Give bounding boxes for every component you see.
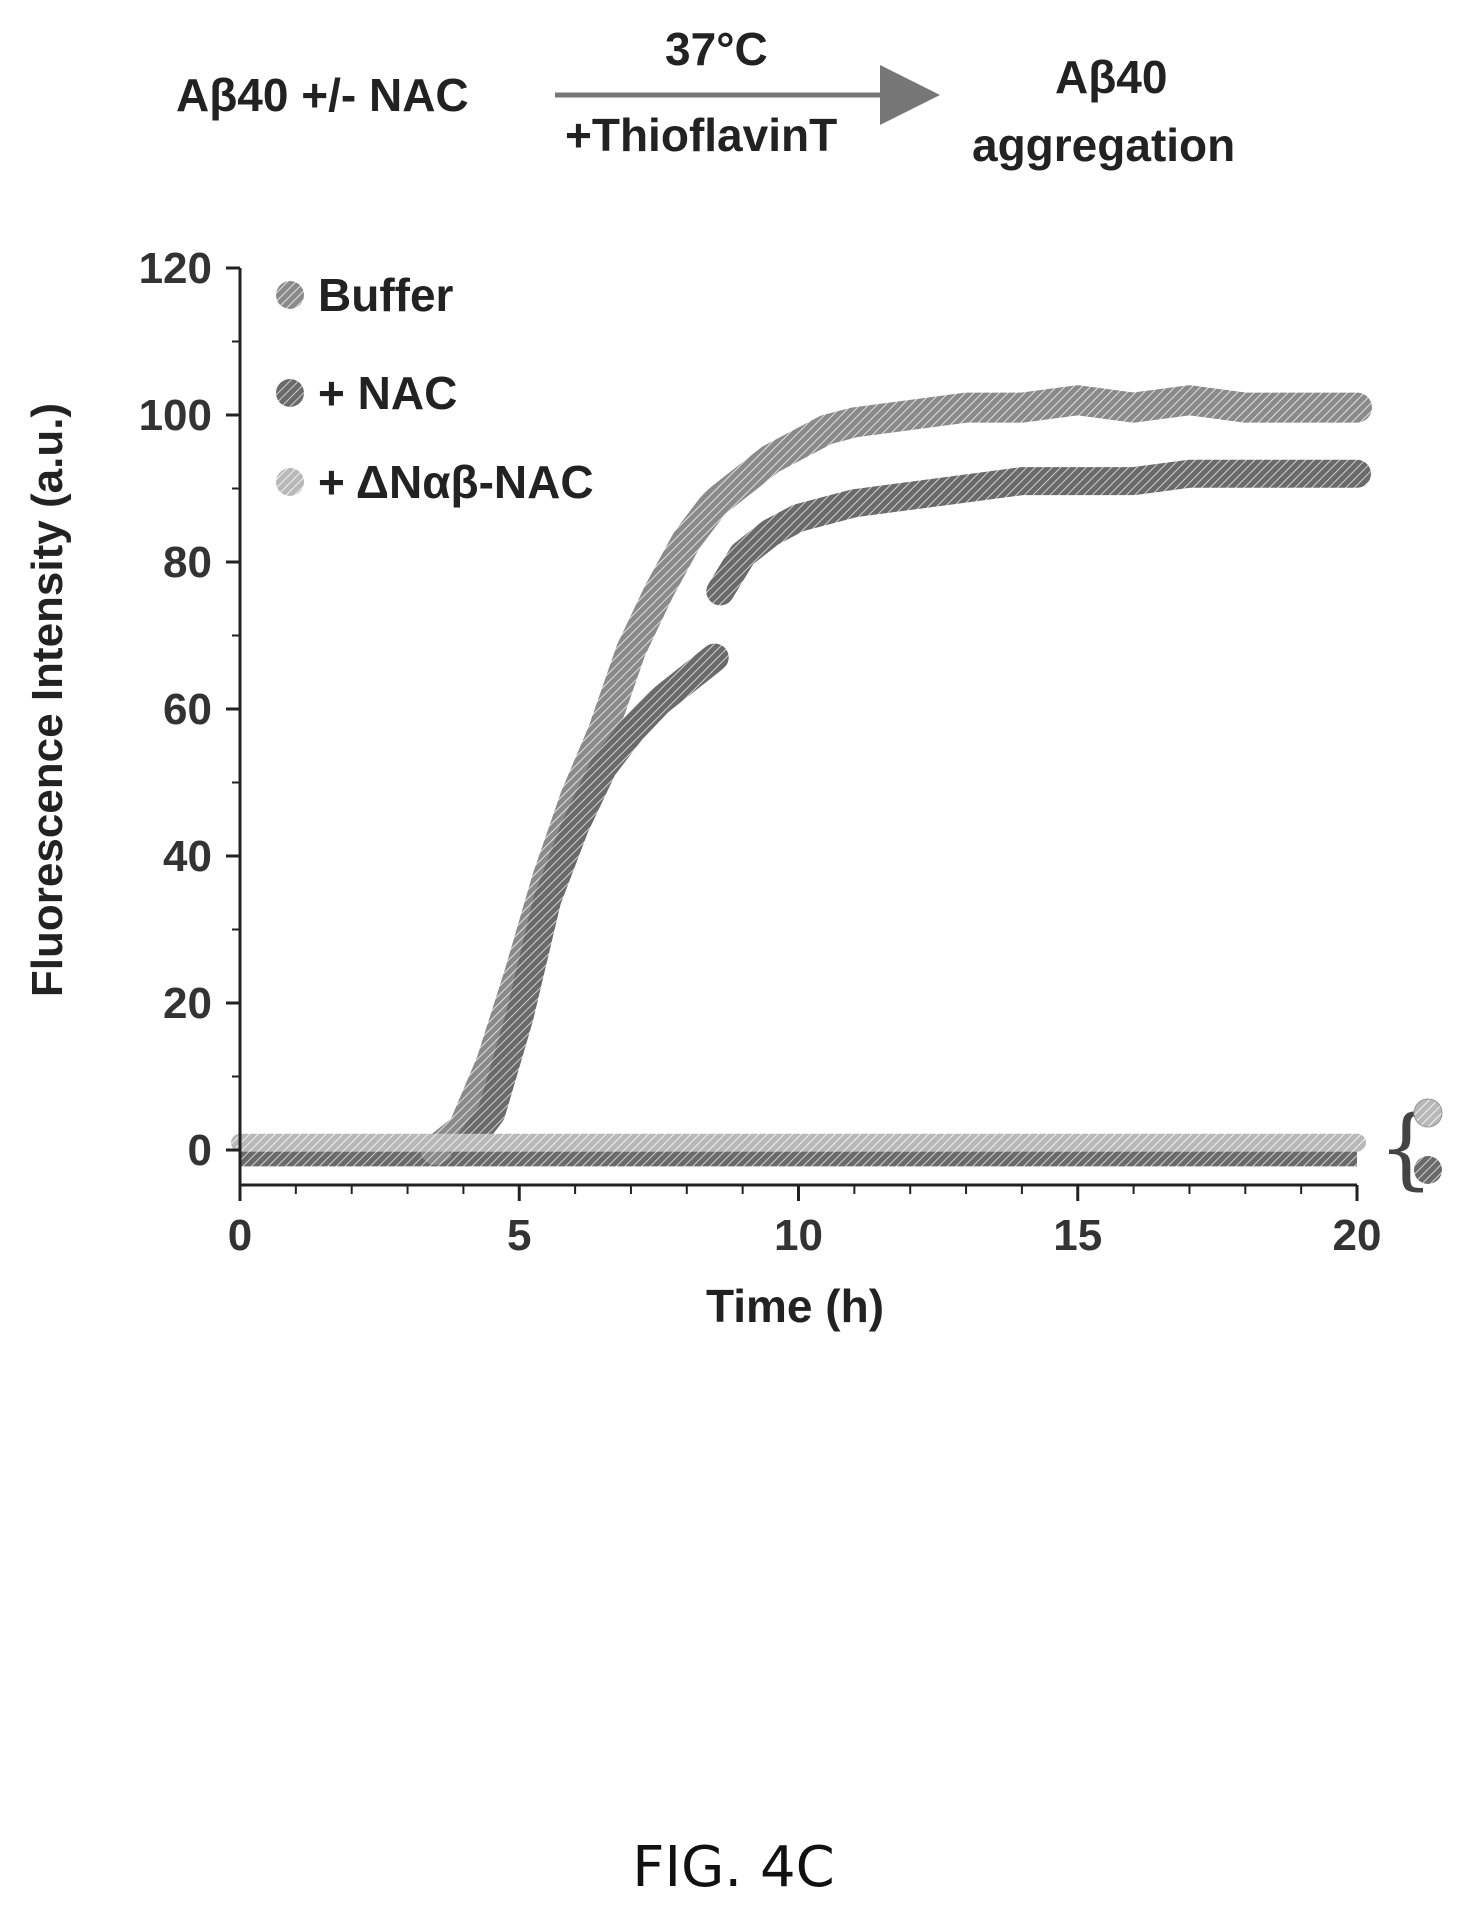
y-tick-label: 0: [188, 1126, 212, 1175]
bracket-marker-light: [1413, 1098, 1443, 1128]
y-tick-label: 100: [139, 391, 212, 440]
scheme-condition-bottom: +ThioflavinT: [565, 109, 838, 161]
y-tick-label: 60: [163, 685, 212, 734]
legend-label-3: + ΔNαβ-NAC: [318, 456, 594, 508]
legend: Buffer + NAC + ΔNαβ-NAC: [276, 269, 594, 508]
y-tick-label: 120: [139, 244, 212, 293]
x-tick-label: 10: [774, 1211, 823, 1260]
series-line-2-segment-2: [706, 459, 1371, 606]
legend-marker-3: [276, 468, 304, 496]
x-tick-label: 15: [1053, 1211, 1102, 1260]
series-line-1-segment-1: [420, 385, 1372, 1165]
x-axis-label: Time (h): [706, 1280, 884, 1332]
series-line-2-segment-1: [449, 643, 729, 1164]
figure-caption: FIG. 4C: [632, 1835, 835, 1900]
y-tick-label: 40: [163, 832, 212, 881]
legend-label-1: Buffer: [318, 269, 454, 321]
scheme-condition-top: 37°C: [665, 23, 768, 75]
scheme-reactant: Aβ40 +/- NAC: [176, 69, 469, 121]
legend-label-2: + NAC: [318, 367, 457, 419]
scheme-product-line2: aggregation: [972, 119, 1236, 171]
legend-marker-1: [276, 281, 304, 309]
x-tick-label: 5: [507, 1211, 531, 1260]
y-tick-label: 20: [163, 979, 212, 1028]
y-tick-label: 80: [163, 538, 212, 587]
x-tick-label: 20: [1333, 1211, 1382, 1260]
x-tick-label: 0: [228, 1211, 252, 1260]
legend-marker-2: [276, 379, 304, 407]
bracket-marker-dark: [1414, 1156, 1442, 1184]
y-axis-label: Fluorescence Intensity (a.u.): [23, 403, 72, 997]
scheme-product-line1: Aβ40: [1055, 51, 1168, 103]
